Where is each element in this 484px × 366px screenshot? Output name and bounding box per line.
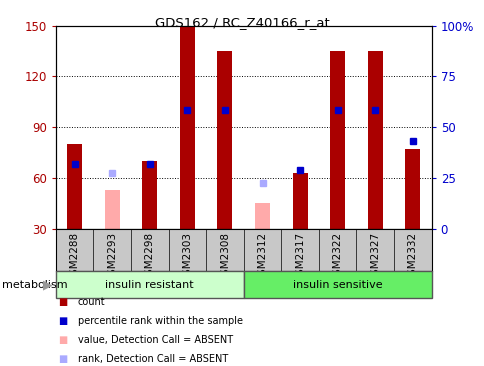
- Bar: [67, 144, 82, 229]
- Text: value, Detection Call = ABSENT: value, Detection Call = ABSENT: [77, 335, 232, 345]
- Text: ■: ■: [58, 316, 67, 326]
- Text: GSM2327: GSM2327: [369, 232, 379, 282]
- Text: GSM2308: GSM2308: [219, 232, 229, 282]
- Text: GSM2293: GSM2293: [107, 232, 117, 282]
- Bar: [292, 173, 307, 229]
- Text: ▶: ▶: [43, 278, 52, 291]
- Bar: [105, 190, 120, 229]
- Text: ■: ■: [58, 335, 67, 345]
- FancyBboxPatch shape: [243, 271, 431, 298]
- Text: GSM2303: GSM2303: [182, 232, 192, 282]
- Bar: [330, 51, 345, 229]
- Bar: [405, 149, 420, 229]
- Text: GSM2312: GSM2312: [257, 232, 267, 282]
- Text: count: count: [77, 297, 105, 307]
- Bar: [180, 26, 195, 229]
- Text: GSM2288: GSM2288: [69, 232, 79, 282]
- Bar: [217, 51, 232, 229]
- Text: ■: ■: [58, 297, 67, 307]
- FancyBboxPatch shape: [56, 271, 243, 298]
- Text: insulin sensitive: insulin sensitive: [292, 280, 382, 290]
- Text: GSM2298: GSM2298: [144, 232, 154, 282]
- Bar: [142, 161, 157, 229]
- Text: GSM2317: GSM2317: [294, 232, 304, 282]
- Bar: [255, 203, 270, 229]
- Text: GSM2322: GSM2322: [332, 232, 342, 282]
- Text: rank, Detection Call = ABSENT: rank, Detection Call = ABSENT: [77, 354, 227, 364]
- Bar: [367, 51, 382, 229]
- Text: ■: ■: [58, 354, 67, 364]
- Text: GDS162 / RC_Z40166_r_at: GDS162 / RC_Z40166_r_at: [155, 16, 329, 30]
- Text: percentile rank within the sample: percentile rank within the sample: [77, 316, 242, 326]
- Text: insulin resistant: insulin resistant: [105, 280, 194, 290]
- Text: GSM2332: GSM2332: [407, 232, 417, 282]
- Text: metabolism: metabolism: [2, 280, 68, 290]
